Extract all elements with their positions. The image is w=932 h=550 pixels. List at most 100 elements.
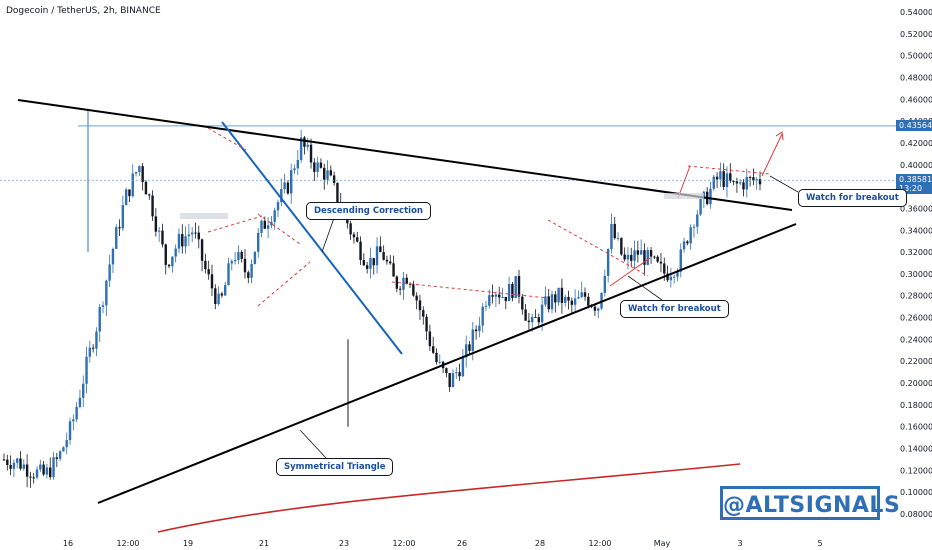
candle-body [742, 182, 745, 190]
candle-body [719, 171, 722, 180]
candle-body [171, 256, 174, 267]
candle-body [620, 238, 623, 255]
overlays [0, 99, 896, 533]
candle-body [402, 277, 405, 290]
watermark-logo: @ALTSIGNALS [720, 486, 900, 520]
candle-body [461, 357, 465, 377]
candle-body [187, 234, 191, 237]
candle-body [323, 167, 326, 180]
x-tick-label: 3 [737, 539, 742, 548]
candle-body [550, 294, 554, 310]
candle-body [389, 261, 392, 264]
candle-body [124, 189, 128, 206]
candle-body [68, 421, 72, 440]
candle-body [184, 236, 187, 247]
candle-body [567, 296, 570, 301]
candle-body [725, 173, 729, 187]
candle-body [686, 241, 689, 244]
candle-body [52, 457, 55, 478]
y-tick-label: 0.36000 [900, 204, 932, 213]
y-tick-label: 0.46000 [900, 95, 932, 104]
candle-body [352, 234, 356, 238]
candle-body [738, 182, 742, 184]
y-tick-label: 0.24000 [900, 335, 932, 344]
candle-body [181, 234, 184, 247]
candle-body [643, 250, 646, 265]
candle-body [223, 285, 227, 296]
candle-body [435, 352, 438, 363]
candle-body [273, 210, 276, 222]
level-price-tag: 0.43564 [896, 119, 932, 131]
candle-body [200, 239, 204, 261]
candle-body [197, 232, 200, 240]
candle-body [29, 476, 32, 478]
y-tick-label: 0.30000 [900, 270, 932, 279]
candle-body [580, 292, 583, 297]
candle-body [290, 170, 293, 194]
candle-body [121, 205, 125, 229]
candle-body [151, 195, 154, 217]
candle-body [2, 459, 6, 461]
candle-body [392, 263, 395, 277]
candle-body [412, 284, 415, 296]
candle-body [544, 296, 547, 305]
candle-body [299, 137, 303, 160]
candle-body [35, 469, 39, 478]
candle-body [72, 419, 75, 422]
x-tick-label: 16 [63, 539, 73, 548]
candle-body [75, 406, 78, 420]
candle-body [560, 287, 564, 303]
candle-body [732, 180, 735, 182]
callout-watch-breakout-2: Watch for breakout [798, 189, 907, 207]
candle-body [597, 308, 600, 311]
candle-body [570, 300, 574, 305]
candle-body [603, 275, 607, 293]
y-tick-label: 0.32000 [900, 248, 932, 257]
callout-pointer [321, 217, 335, 253]
candle-body [240, 251, 243, 259]
candle-body [233, 259, 237, 262]
candle-body [557, 287, 560, 303]
candle-body [610, 223, 613, 250]
dashed-line [687, 165, 771, 175]
candle-body [428, 331, 432, 347]
candle-body [98, 306, 101, 332]
y-tick-label: 0.14000 [900, 445, 932, 454]
candle-body [547, 296, 550, 310]
candle-body [382, 252, 385, 260]
dashed-line [257, 213, 301, 245]
y-tick-label: 0.10000 [900, 488, 932, 497]
candle-body [332, 175, 336, 183]
candle-body [663, 263, 666, 274]
candle-body [266, 225, 270, 229]
candle-body [16, 458, 19, 463]
lower-trendline [97, 223, 797, 504]
candle-body [722, 171, 725, 187]
candle-body [375, 246, 379, 266]
candle-body [359, 241, 362, 260]
candle-body [32, 477, 35, 479]
candle-body [154, 216, 158, 232]
candle-body [19, 458, 22, 469]
candle-body [531, 316, 534, 323]
candle-body [501, 296, 504, 298]
candle-body [676, 271, 679, 277]
candle-body [329, 170, 333, 176]
callout-descending-correction: Descending Correction [306, 202, 431, 220]
candle-body [385, 259, 389, 262]
candle-body [296, 159, 300, 169]
candle-body [458, 372, 461, 377]
candle-body [491, 295, 494, 297]
candle-body [293, 168, 296, 171]
candle-body [260, 220, 263, 233]
candle-body [468, 344, 471, 351]
candle-body [95, 331, 98, 349]
candle-body [217, 293, 220, 305]
candle-body [540, 304, 544, 323]
candle-body [55, 457, 59, 459]
candle-body [623, 254, 626, 260]
candle-body [564, 296, 567, 303]
y-tick-label: 0.52000 [900, 30, 932, 39]
candle-body [115, 227, 118, 249]
